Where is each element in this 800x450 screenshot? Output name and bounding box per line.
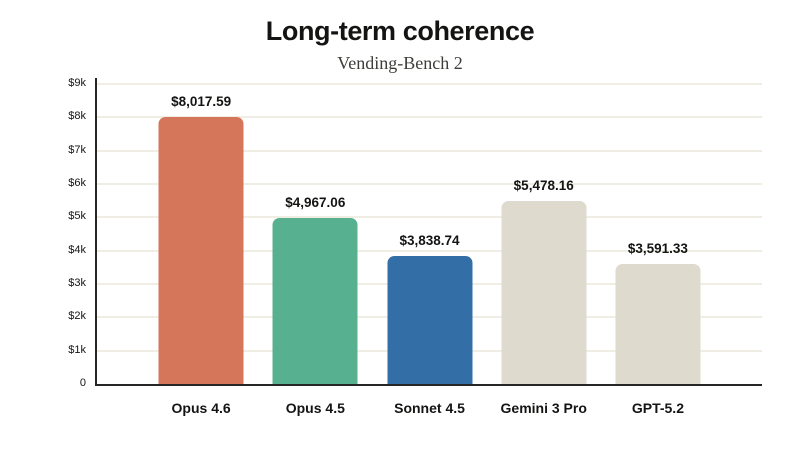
bar-value-label: $5,478.16 [513,178,574,194]
bar-value-label: $3,591.33 [627,241,688,257]
bar-series: $8,017.59 Opus 4.6 $4,967.06 Opus 4.5 $3,838… [144,78,715,416]
x-category-label: Opus 4.5 [285,400,345,416]
y-tick-label: $7k [68,143,86,156]
bar-group-opus-4-6: $8,017.59 Opus 4.6 [144,78,258,416]
bar [501,201,587,384]
chart-title: Long-term coherence [265,16,535,46]
gridline [97,183,762,185]
bar-group-opus-4-5: $4,967.06 Opus 4.5 [258,78,372,416]
gridline [97,116,762,119]
y-tick-label: $5k [68,210,86,223]
gridline [97,249,762,252]
bar-group-gemini-3-pro: $5,478.16 Gemini 3 Pro [487,78,601,416]
gridline [97,149,762,152]
plot-area: $8,017.59 Opus 4.6 $4,967.06 Opus 4.5 $3,838… [95,78,762,416]
x-category-label: Sonnet 4.5 [394,400,465,416]
gridline [97,83,762,85]
y-tick-label: $6k [68,177,86,189]
x-category-label: Gemini 3 Pro [500,400,587,416]
y-tick-label: $1k [68,343,86,356]
bar [615,264,701,384]
bar [272,218,358,384]
y-tick-label: $3k [68,277,86,289]
bar-value-label: $4,967.06 [285,195,346,211]
bar [158,116,244,384]
gridline [97,216,762,219]
x-category-label: Opus 4.6 [171,400,231,416]
bar-value-label: $3,838.74 [399,233,460,249]
y-tick-label: 0 [79,377,86,389]
y-tick-label: $2k [68,310,86,323]
bar-group-sonnet-4-5: $3,838.74 Sonnet 4.5 [372,78,486,416]
y-tick-label: $8k [68,110,86,123]
y-tick-label: $4k [68,243,86,256]
bar-group-gpt-5-2: $3,591.33 GPT-5.2 [601,78,715,416]
y-tick-label: $9k [68,77,86,89]
y-axis: $9k $8k $7k $6k $5k $4k $3k $2k $1k 0 [0,77,86,389]
bar-value-label: $8,017.59 [171,93,232,109]
x-category-label: GPT-5.2 [631,400,684,416]
bar [387,256,472,384]
chart-subtitle: Vending-Bench 2 [337,53,463,73]
